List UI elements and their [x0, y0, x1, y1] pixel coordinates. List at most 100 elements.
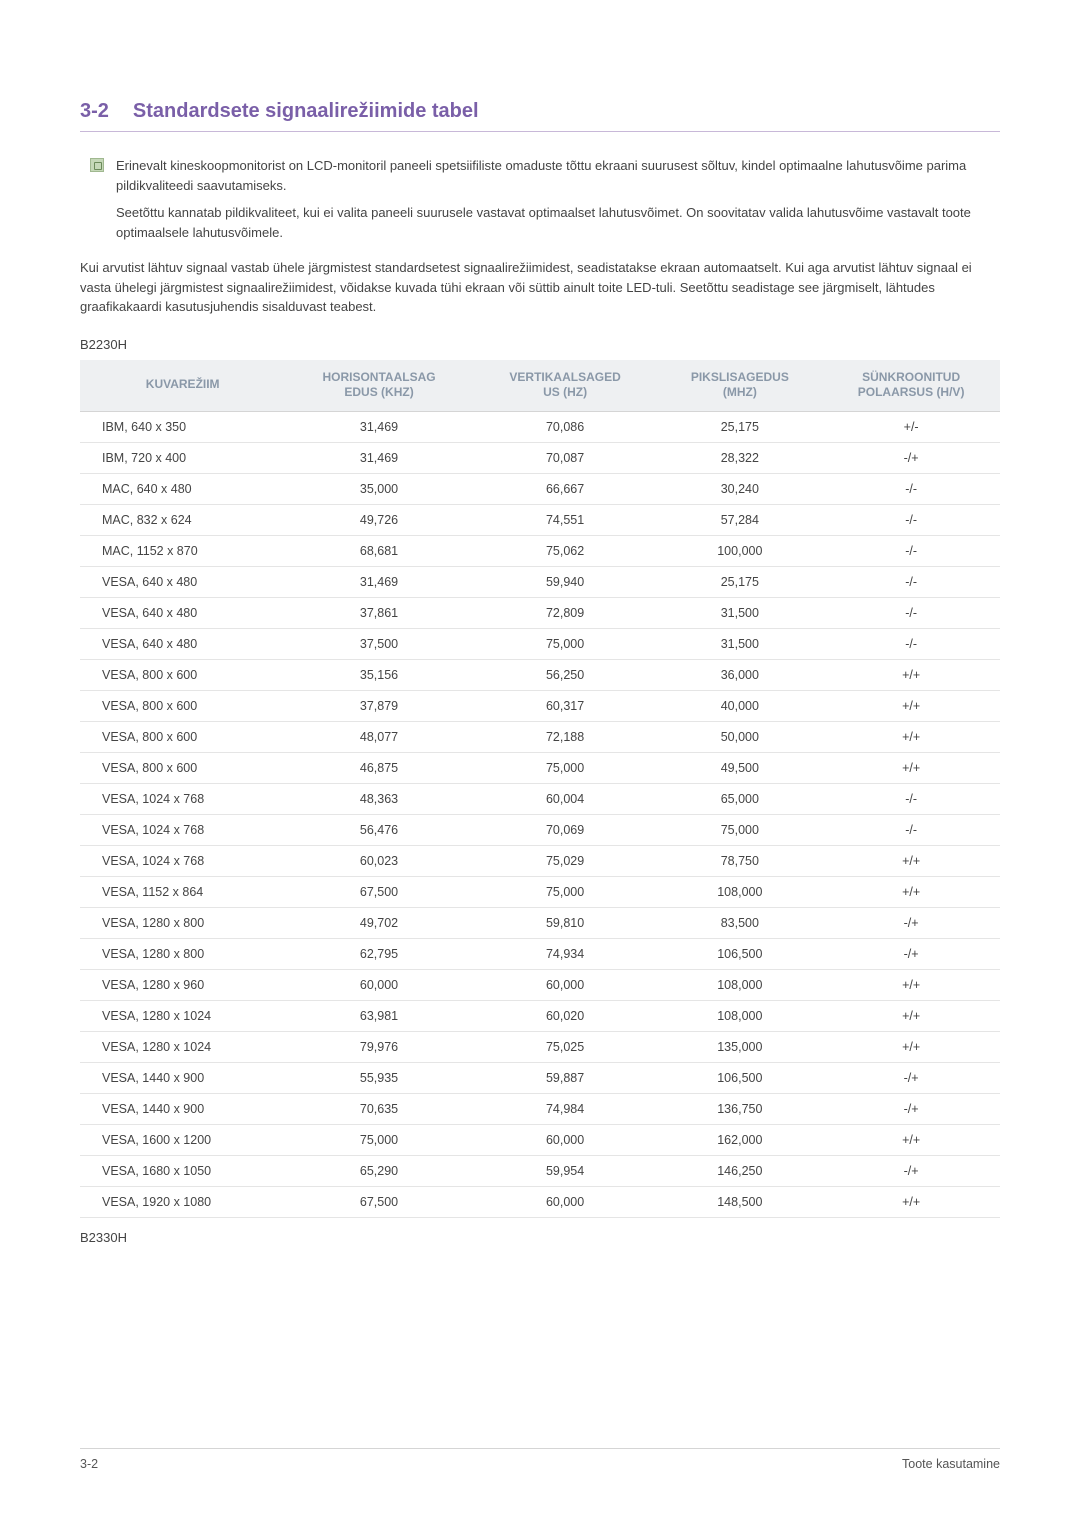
table-cell: 135,000 [657, 1031, 822, 1062]
table-row: VESA, 640 x 48037,50075,00031,500-/- [80, 628, 1000, 659]
table-cell: VESA, 1920 x 1080 [80, 1186, 285, 1217]
table-cell: 60,000 [473, 1186, 658, 1217]
table-cell: VESA, 640 x 480 [80, 628, 285, 659]
table-row: VESA, 800 x 60046,87575,00049,500+/+ [80, 752, 1000, 783]
table-cell: 60,023 [285, 845, 472, 876]
col-header-horizontal: HORISONTAALSAG EDUS (KHZ) [285, 360, 472, 412]
table-cell: 48,077 [285, 721, 472, 752]
table-row: VESA, 640 x 48037,86172,80931,500-/- [80, 597, 1000, 628]
note-block: Erinevalt kineskoopmonitorist on LCD-mon… [90, 156, 1000, 242]
table-cell: 108,000 [657, 1000, 822, 1031]
table-cell: 49,500 [657, 752, 822, 783]
table-cell: 60,000 [285, 969, 472, 1000]
table-cell: +/+ [822, 1124, 1000, 1155]
table-cell: +/+ [822, 845, 1000, 876]
table-cell: 35,156 [285, 659, 472, 690]
col-header-text: POLAARSUS (H/V) [828, 385, 994, 401]
table-cell: 63,981 [285, 1000, 472, 1031]
table-cell: 30,240 [657, 473, 822, 504]
table-cell: 74,984 [473, 1093, 658, 1124]
table-cell: +/+ [822, 659, 1000, 690]
table-cell: 25,175 [657, 411, 822, 442]
table-cell: -/- [822, 628, 1000, 659]
table-row: VESA, 1440 x 90070,63574,984136,750-/+ [80, 1093, 1000, 1124]
table-row: VESA, 1680 x 105065,29059,954146,250-/+ [80, 1155, 1000, 1186]
table-cell: 60,000 [473, 969, 658, 1000]
col-header-text: VERTIKAALSAGED [479, 370, 652, 386]
table-row: VESA, 800 x 60037,87960,31740,000+/+ [80, 690, 1000, 721]
table-cell: MAC, 640 x 480 [80, 473, 285, 504]
table-cell: -/- [822, 566, 1000, 597]
table-cell: 46,875 [285, 752, 472, 783]
table-cell: 60,000 [473, 1124, 658, 1155]
table-cell: VESA, 1600 x 1200 [80, 1124, 285, 1155]
table-cell: 75,000 [473, 752, 658, 783]
table-cell: MAC, 1152 x 870 [80, 535, 285, 566]
table-cell: 70,069 [473, 814, 658, 845]
table-cell: VESA, 1024 x 768 [80, 783, 285, 814]
table-cell: VESA, 1280 x 800 [80, 907, 285, 938]
table-row: IBM, 640 x 35031,46970,08625,175+/- [80, 411, 1000, 442]
table-cell: VESA, 1152 x 864 [80, 876, 285, 907]
note-icon [90, 158, 104, 172]
table-cell: 56,476 [285, 814, 472, 845]
table-header-row: KUVAREŽIIM HORISONTAALSAG EDUS (KHZ) VER… [80, 360, 1000, 412]
section-header: 3-2 Standardsete signaalirežiimide tabel [80, 100, 1000, 132]
table-cell: 66,667 [473, 473, 658, 504]
table-cell: IBM, 720 x 400 [80, 442, 285, 473]
table-cell: 31,469 [285, 566, 472, 597]
table-cell: VESA, 1440 x 900 [80, 1093, 285, 1124]
table-cell: VESA, 1280 x 1024 [80, 1000, 285, 1031]
table-cell: VESA, 800 x 600 [80, 690, 285, 721]
body-paragraph: Kui arvutist lähtuv signaal vastab ühele… [80, 258, 1000, 317]
table-row: VESA, 1152 x 86467,50075,000108,000+/+ [80, 876, 1000, 907]
model-label-top: B2230H [80, 337, 1000, 352]
table-cell: +/- [822, 411, 1000, 442]
table-cell: 136,750 [657, 1093, 822, 1124]
table-row: VESA, 1440 x 90055,93559,887106,500-/+ [80, 1062, 1000, 1093]
table-cell: 106,500 [657, 938, 822, 969]
table-cell: 70,087 [473, 442, 658, 473]
table-cell: VESA, 1440 x 900 [80, 1062, 285, 1093]
table-cell: 72,188 [473, 721, 658, 752]
col-header-text: HORISONTAALSAG [291, 370, 466, 386]
table-cell: +/+ [822, 1031, 1000, 1062]
table-row: VESA, 1920 x 108067,50060,000148,500+/+ [80, 1186, 1000, 1217]
table-cell: 31,500 [657, 628, 822, 659]
table-cell: 59,810 [473, 907, 658, 938]
table-cell: -/+ [822, 938, 1000, 969]
table-row: VESA, 1280 x 102463,98160,020108,000+/+ [80, 1000, 1000, 1031]
table-cell: 60,020 [473, 1000, 658, 1031]
table-row: IBM, 720 x 40031,46970,08728,322-/+ [80, 442, 1000, 473]
col-header-text: KUVAREŽIIM [86, 377, 279, 393]
table-cell: -/- [822, 504, 1000, 535]
table-cell: 79,976 [285, 1031, 472, 1062]
table-cell: 74,934 [473, 938, 658, 969]
table-cell: 28,322 [657, 442, 822, 473]
table-row: VESA, 800 x 60035,15656,25036,000+/+ [80, 659, 1000, 690]
table-cell: 65,000 [657, 783, 822, 814]
note-text-2: Seetõttu kannatab pildikvaliteet, kui ei… [116, 203, 1000, 242]
col-header-mode: KUVAREŽIIM [80, 360, 285, 412]
table-cell: VESA, 1280 x 1024 [80, 1031, 285, 1062]
table-cell: 67,500 [285, 1186, 472, 1217]
table-cell: +/+ [822, 1186, 1000, 1217]
table-cell: 50,000 [657, 721, 822, 752]
section-number: 3-2 [80, 100, 109, 123]
table-cell: 49,726 [285, 504, 472, 535]
table-cell: VESA, 1280 x 800 [80, 938, 285, 969]
table-cell: 59,954 [473, 1155, 658, 1186]
table-cell: VESA, 800 x 600 [80, 752, 285, 783]
table-cell: 55,935 [285, 1062, 472, 1093]
table-cell: +/+ [822, 690, 1000, 721]
table-cell: VESA, 640 x 480 [80, 566, 285, 597]
table-cell: VESA, 800 x 600 [80, 721, 285, 752]
table-cell: -/- [822, 597, 1000, 628]
table-cell: -/+ [822, 907, 1000, 938]
table-cell: 35,000 [285, 473, 472, 504]
table-cell: IBM, 640 x 350 [80, 411, 285, 442]
table-cell: 59,887 [473, 1062, 658, 1093]
table-cell: 75,000 [657, 814, 822, 845]
table-cell: VESA, 800 x 600 [80, 659, 285, 690]
table-cell: 108,000 [657, 969, 822, 1000]
